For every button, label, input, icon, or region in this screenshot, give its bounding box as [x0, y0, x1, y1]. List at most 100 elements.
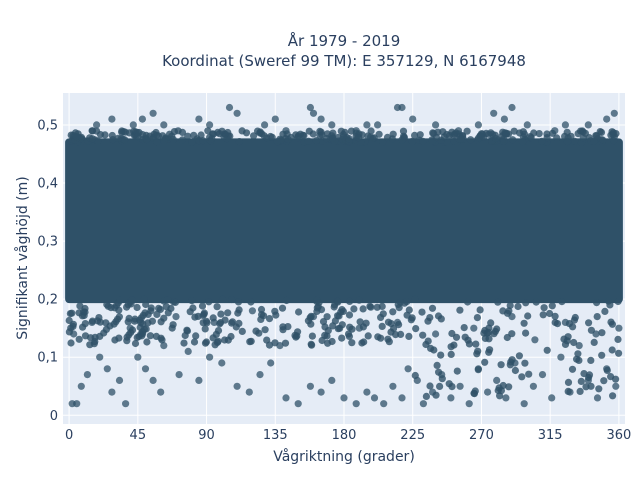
scatter-point [143, 135, 151, 144]
scatter-point [149, 376, 157, 384]
scatter-point [294, 400, 302, 408]
scatter-point [587, 356, 595, 364]
scatter-point [181, 331, 189, 340]
scatter-point [380, 400, 388, 408]
scatter-point [568, 365, 577, 373]
scatter-point [188, 138, 196, 146]
scatter-point [432, 330, 440, 338]
scatter-point [271, 115, 279, 123]
scatter-point [470, 324, 478, 332]
scatter-point [413, 376, 421, 384]
scatter-point [490, 109, 498, 117]
scatter-point [486, 346, 494, 354]
scatter-point [305, 127, 313, 135]
scatter-point [553, 134, 561, 142]
scatter-point [246, 338, 254, 346]
scatter-point [194, 312, 202, 320]
scatter-point [474, 347, 482, 355]
scatter-point [398, 394, 406, 402]
scatter-point [149, 109, 157, 117]
scatter-point [268, 133, 276, 141]
scatter-point [419, 400, 427, 408]
scatter-point [247, 298, 255, 306]
scatter-point [601, 307, 609, 315]
scatter-point [273, 138, 281, 146]
scatter-point [520, 400, 528, 408]
scatter-point [153, 138, 161, 146]
scatter-point [522, 299, 530, 307]
scatter-point [267, 359, 275, 367]
scatter-point [206, 353, 214, 361]
scatter-point [548, 394, 556, 402]
scatter-point [272, 311, 280, 319]
scatter-point [201, 325, 209, 333]
scatter-point [610, 109, 618, 117]
scatter-point [481, 358, 489, 366]
scatter-point [293, 332, 301, 340]
scatter-point [389, 382, 397, 390]
scatter-point [306, 382, 314, 390]
scatter-point [364, 332, 372, 340]
scatter-point [116, 296, 124, 305]
scatter-point [551, 312, 559, 320]
scatter-point [438, 371, 446, 379]
scatter-point [317, 388, 325, 396]
scatter-point [304, 317, 312, 325]
scatter-point [436, 382, 444, 390]
scatter-point [407, 316, 415, 324]
scatter-point [614, 297, 622, 306]
scatter-point [426, 314, 434, 322]
scatter-point [115, 313, 123, 321]
scatter-point [321, 323, 329, 331]
scatter-point [276, 342, 284, 350]
scatter-point [571, 137, 579, 145]
scatter-point [312, 137, 320, 145]
scatter-point [448, 383, 456, 391]
scatter-point [138, 115, 146, 123]
scatter-point [115, 376, 124, 384]
scatter-point [396, 298, 404, 306]
scatter-point [355, 296, 363, 304]
scatter-point [387, 320, 395, 328]
scatter-point [379, 310, 387, 318]
scatter-point [470, 389, 478, 397]
scatter-point [561, 318, 570, 326]
scatter-point [329, 129, 337, 137]
scatter-point [233, 382, 241, 390]
scatter-point [374, 121, 382, 129]
scatter-point [345, 311, 354, 319]
scatter-point [308, 332, 316, 340]
scatter-point [180, 339, 188, 347]
scatter-point [118, 128, 126, 136]
scatter-point [440, 133, 448, 141]
scatter-point [398, 136, 406, 144]
scatter-point [164, 296, 172, 304]
x-tick-label: 135 [263, 428, 288, 443]
scatter-point [419, 331, 427, 339]
scatter-point [484, 328, 493, 336]
scatter-point [67, 339, 75, 347]
scatter-point [521, 359, 529, 367]
scatter-point [531, 336, 539, 344]
scatter-point [447, 350, 455, 358]
scatter-point [346, 297, 354, 305]
scatter-point [598, 329, 606, 337]
scatter-point [282, 296, 291, 305]
scatter-point [511, 359, 519, 367]
scatter-point [133, 303, 141, 312]
scatter-point [115, 306, 123, 314]
x-tick-label: 0 [65, 428, 73, 443]
scatter-point [593, 313, 601, 321]
scatter-point [424, 337, 432, 345]
scatter-point [603, 115, 611, 123]
scatter-point [362, 319, 370, 327]
scatter-point [609, 130, 617, 138]
scatter-point [412, 325, 420, 333]
scatter-point [474, 121, 482, 129]
scatter-point [235, 319, 243, 327]
scatter-point [224, 309, 232, 317]
scatter-point [263, 134, 271, 142]
scatter-point [615, 324, 623, 332]
scatter-point [449, 131, 458, 139]
